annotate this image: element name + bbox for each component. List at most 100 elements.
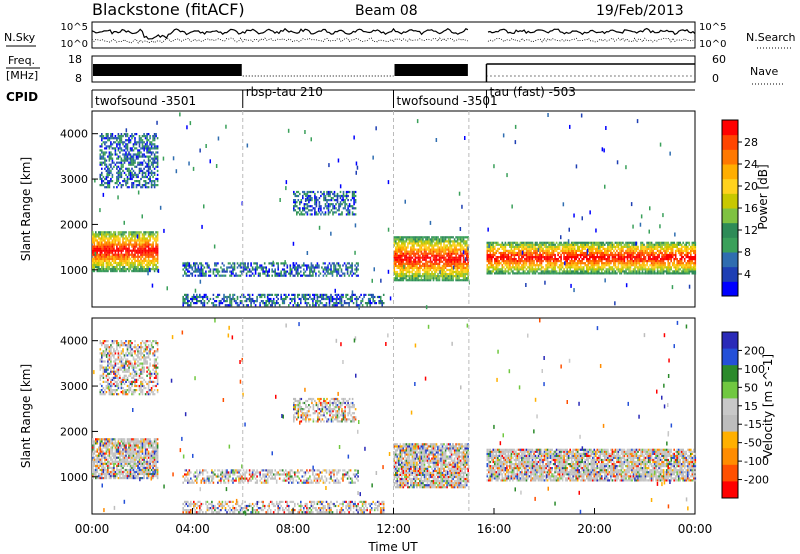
echo-cell [605, 249, 608, 252]
echo-cell [592, 256, 594, 259]
echo-cell [513, 258, 516, 261]
echo-cell [515, 262, 517, 265]
echo-cell [297, 274, 299, 277]
echo-cell [114, 268, 117, 271]
echo-cell [650, 245, 653, 248]
echo-cell [658, 249, 660, 252]
echo-cell [336, 304, 338, 307]
echo-cell [393, 273, 396, 276]
echo-cell [116, 270, 118, 273]
echo-cell [446, 236, 448, 239]
echo-cell [143, 265, 145, 269]
echo-cell [262, 268, 264, 271]
echo-cell [582, 262, 585, 265]
echo-cell [416, 268, 418, 272]
echo-cell [643, 262, 645, 265]
echo-cell [658, 264, 660, 267]
echo-cell [334, 302, 337, 305]
echo-cell [548, 253, 550, 257]
echo-cell [138, 245, 141, 248]
echo-cell [590, 249, 593, 252]
echo-cell [286, 264, 289, 267]
echo-cell [143, 237, 145, 240]
echo-cell [196, 297, 198, 301]
echo-cell [587, 241, 590, 244]
echo-cell [617, 251, 620, 255]
echo-cell [464, 277, 466, 280]
echo-cell [120, 184, 123, 187]
echo-cell [628, 272, 630, 275]
echo-cell [589, 266, 591, 269]
echo-cell [623, 266, 626, 269]
echo-cell [314, 211, 316, 214]
echo-cell [372, 295, 374, 299]
echo-cell [150, 231, 153, 234]
echo-cell [126, 237, 129, 240]
echo-cell [395, 270, 397, 274]
echo-cell [254, 300, 257, 303]
echo-cell [117, 261, 120, 265]
echo-cell [653, 270, 656, 273]
echo-cell [110, 169, 112, 172]
echo-cell [593, 256, 596, 259]
echo-cell [233, 264, 236, 267]
echo-cell [153, 173, 156, 176]
freq-left-tick-bottom: 8 [75, 72, 82, 85]
echo-cell [444, 250, 447, 253]
echo-cell [92, 239, 94, 242]
echo-cell [105, 253, 108, 256]
echo-cell [140, 161, 142, 164]
echo-cell [450, 262, 453, 265]
echo-cell [551, 251, 553, 255]
echo-cell [458, 273, 460, 276]
echo-cell [401, 270, 403, 274]
echo-cell [638, 268, 641, 271]
echo-cell [101, 259, 103, 262]
echo-cell [295, 272, 298, 275]
echo-cell [563, 272, 565, 275]
echo-cell [572, 272, 574, 275]
echo-cell [533, 262, 535, 265]
echo-cell [104, 235, 106, 238]
echo-cell [336, 274, 338, 277]
echo-cell [601, 266, 603, 269]
echo-cell [449, 244, 451, 247]
echo-cell [414, 258, 417, 261]
echo-cell [152, 151, 154, 154]
echo-cell [271, 304, 273, 307]
echo-cell [303, 264, 305, 267]
echo-cell [149, 233, 151, 236]
echo-cell [510, 243, 513, 246]
echo-cell [262, 302, 264, 305]
echo-cell [608, 245, 611, 248]
echo-cell [464, 236, 466, 239]
echo-cell [101, 251, 103, 254]
echo-cell [339, 194, 342, 198]
echo-cell [111, 259, 114, 262]
echo-cell [546, 270, 549, 273]
echo-cell [324, 205, 327, 208]
echo-cell [110, 141, 112, 144]
echo-cell [104, 249, 106, 252]
echo-cell [369, 302, 371, 305]
echo-cell [117, 177, 120, 181]
echo-cell [567, 243, 570, 246]
echo-cell [325, 297, 328, 301]
echo-cell [152, 255, 154, 258]
echo-cell [150, 141, 153, 144]
echo-cell [443, 264, 445, 267]
echo-cell [495, 272, 498, 275]
echo-cell [423, 254, 426, 257]
echo-cell [611, 268, 614, 271]
echo-cell [417, 242, 420, 245]
echo-cell [431, 266, 433, 269]
echo-cell [554, 258, 556, 261]
echo-cell [429, 273, 432, 276]
echo-cell [99, 243, 102, 246]
echo-cell [561, 262, 564, 265]
echo-cell [283, 264, 286, 267]
echo-cell [294, 300, 296, 303]
echo-cell [515, 268, 517, 271]
echo-cell [138, 141, 141, 144]
echo-cell [117, 169, 120, 172]
